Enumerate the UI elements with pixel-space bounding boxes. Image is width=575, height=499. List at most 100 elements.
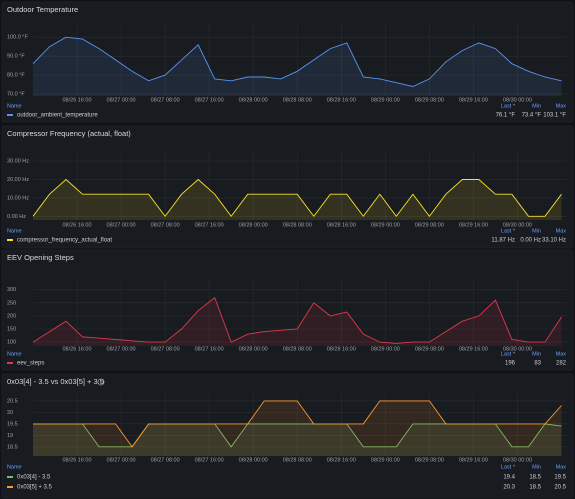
panel xyxy=(1,125,574,249)
x-tick-label: 08/28 00:00 xyxy=(239,346,268,352)
series-line xyxy=(32,36,562,87)
x-tick-label: 08/29 00:00 xyxy=(371,222,400,228)
x-tick-label: 08/26 16:00 xyxy=(63,222,92,228)
x-tick-label: 08/29 16:00 xyxy=(459,457,488,463)
x-tick-label: 08/26 16:00 xyxy=(63,457,92,463)
x-tick-label: 08/30 00:00 xyxy=(503,346,532,352)
legend-stat: 196 xyxy=(505,361,516,367)
x-tick-label: 08/27 16:00 xyxy=(195,97,224,103)
panel xyxy=(1,249,574,371)
x-tick-label: 08/29 16:00 xyxy=(459,346,488,352)
y-tick-label: 80.0 °F xyxy=(7,73,25,79)
y-tick-label: 200 xyxy=(7,313,16,319)
y-tick-label: 300 xyxy=(7,287,16,293)
x-tick-label: 08/28 08:00 xyxy=(283,222,312,228)
legend-header: Max xyxy=(556,351,567,357)
x-tick-label: 08/26 16:00 xyxy=(63,97,92,103)
y-tick-label: 150 xyxy=(7,326,16,332)
legend-header: Name xyxy=(7,351,22,357)
x-tick-label: 08/28 16:00 xyxy=(327,457,356,463)
series-area xyxy=(33,400,562,456)
x-tick-label: 08/28 08:00 xyxy=(283,346,312,352)
legend-name: eev_steps xyxy=(17,361,44,367)
x-tick-label: 08/28 16:00 xyxy=(327,222,356,228)
legend-header: Last * xyxy=(501,464,516,470)
series-line xyxy=(33,400,562,448)
legend-stat: 20.5 xyxy=(554,485,566,491)
x-tick-label: 08/28 16:00 xyxy=(327,97,356,103)
x-tick-label: 08/29 00:00 xyxy=(371,346,400,352)
legend-stat: 11.87 Hz xyxy=(491,238,515,244)
panel xyxy=(1,1,574,123)
y-tick-label: 0.00 Hz xyxy=(7,214,26,220)
legend-header: Name xyxy=(7,464,22,470)
legend-header: Last * xyxy=(501,351,516,357)
legend-name: outdoor_ambient_temperature xyxy=(17,113,98,119)
x-tick-label: 08/29 08:00 xyxy=(415,457,444,463)
y-tick-label: 100 xyxy=(7,340,16,346)
x-tick-label: 08/27 16:00 xyxy=(195,346,224,352)
legend-header: Min xyxy=(532,351,541,357)
legend-name: 0x03[5] + 3.5 xyxy=(17,485,53,491)
x-tick-label: 08/28 08:00 xyxy=(283,457,312,463)
legend-header: Max xyxy=(556,228,567,234)
legend-stat: 19.5 xyxy=(554,475,566,481)
y-tick-label: 100.0 °F xyxy=(7,35,28,41)
x-tick-label: 08/27 00:00 xyxy=(107,457,136,463)
info-icon xyxy=(97,378,105,386)
series-line xyxy=(32,178,562,218)
x-tick-label: 08/30 00:00 xyxy=(503,97,532,103)
legend-header: Name xyxy=(7,228,22,234)
x-tick-label: 08/29 08:00 xyxy=(415,346,444,352)
x-tick-label: 08/28 00:00 xyxy=(239,222,268,228)
panel-title: 0x03[4] - 3.5 vs 0x03[5] + 3.5 xyxy=(7,377,104,386)
x-tick-label: 08/27 00:00 xyxy=(107,97,136,103)
x-tick-label: 08/29 16:00 xyxy=(459,97,488,103)
y-tick-label: 20.00 Hz xyxy=(7,177,29,183)
legend-stat: 33.10 Hz xyxy=(542,238,566,244)
x-tick-label: 08/27 08:00 xyxy=(151,457,180,463)
x-tick-label: 08/27 08:00 xyxy=(151,97,180,103)
series-area xyxy=(33,423,562,456)
y-tick-label: 18.5 xyxy=(7,444,18,450)
legend-name: compressor_frequency_actual_float xyxy=(17,238,112,244)
y-tick-label: 19 xyxy=(7,433,13,439)
x-tick-label: 08/28 00:00 xyxy=(239,457,268,463)
x-tick-label: 08/29 00:00 xyxy=(371,457,400,463)
legend-header: Max xyxy=(556,464,567,470)
y-tick-label: 90.0 °F xyxy=(7,54,25,60)
x-tick-label: 08/29 16:00 xyxy=(459,222,488,228)
legend-header: Min xyxy=(532,464,541,470)
legend-name: 0x03[4] - 3.5 xyxy=(17,475,51,481)
legend-stat: 20.3 xyxy=(503,485,515,491)
legend-stat: 282 xyxy=(556,361,567,367)
y-tick-label: 20 xyxy=(7,410,13,416)
series-area xyxy=(33,37,562,96)
y-tick-label: 250 xyxy=(7,300,16,306)
x-tick-label: 08/30 00:00 xyxy=(503,222,532,228)
y-tick-label: 30.00 Hz xyxy=(7,159,29,165)
x-tick-label: 08/29 00:00 xyxy=(371,97,400,103)
legend-header: Last * xyxy=(501,103,516,109)
y-tick-label: 70.0 °F xyxy=(7,92,25,98)
x-tick-label: 08/29 08:00 xyxy=(415,97,444,103)
legend-stat: 103.1 °F xyxy=(543,113,566,119)
legend-header: Max xyxy=(556,103,567,109)
x-tick-label: 08/30 00:00 xyxy=(503,457,532,463)
x-tick-label: 08/28 16:00 xyxy=(327,346,356,352)
panel-title: Compressor Frequency (actual, float) xyxy=(7,129,131,138)
x-tick-label: 08/27 00:00 xyxy=(107,346,136,352)
y-tick-label: 10.00 Hz xyxy=(7,195,29,201)
x-tick-label: 08/29 08:00 xyxy=(415,222,444,228)
x-tick-label: 08/26 16:00 xyxy=(63,346,92,352)
x-tick-label: 08/28 08:00 xyxy=(283,97,312,103)
legend-stat: 18.5 xyxy=(529,475,541,481)
legend-stat: 73.4 °F xyxy=(522,113,542,119)
series-line xyxy=(32,296,562,344)
y-tick-label: 20.5 xyxy=(7,398,18,404)
legend-stat: 18.5 xyxy=(529,485,541,491)
legend-header: Min xyxy=(532,103,541,109)
x-tick-label: 08/28 00:00 xyxy=(239,97,268,103)
